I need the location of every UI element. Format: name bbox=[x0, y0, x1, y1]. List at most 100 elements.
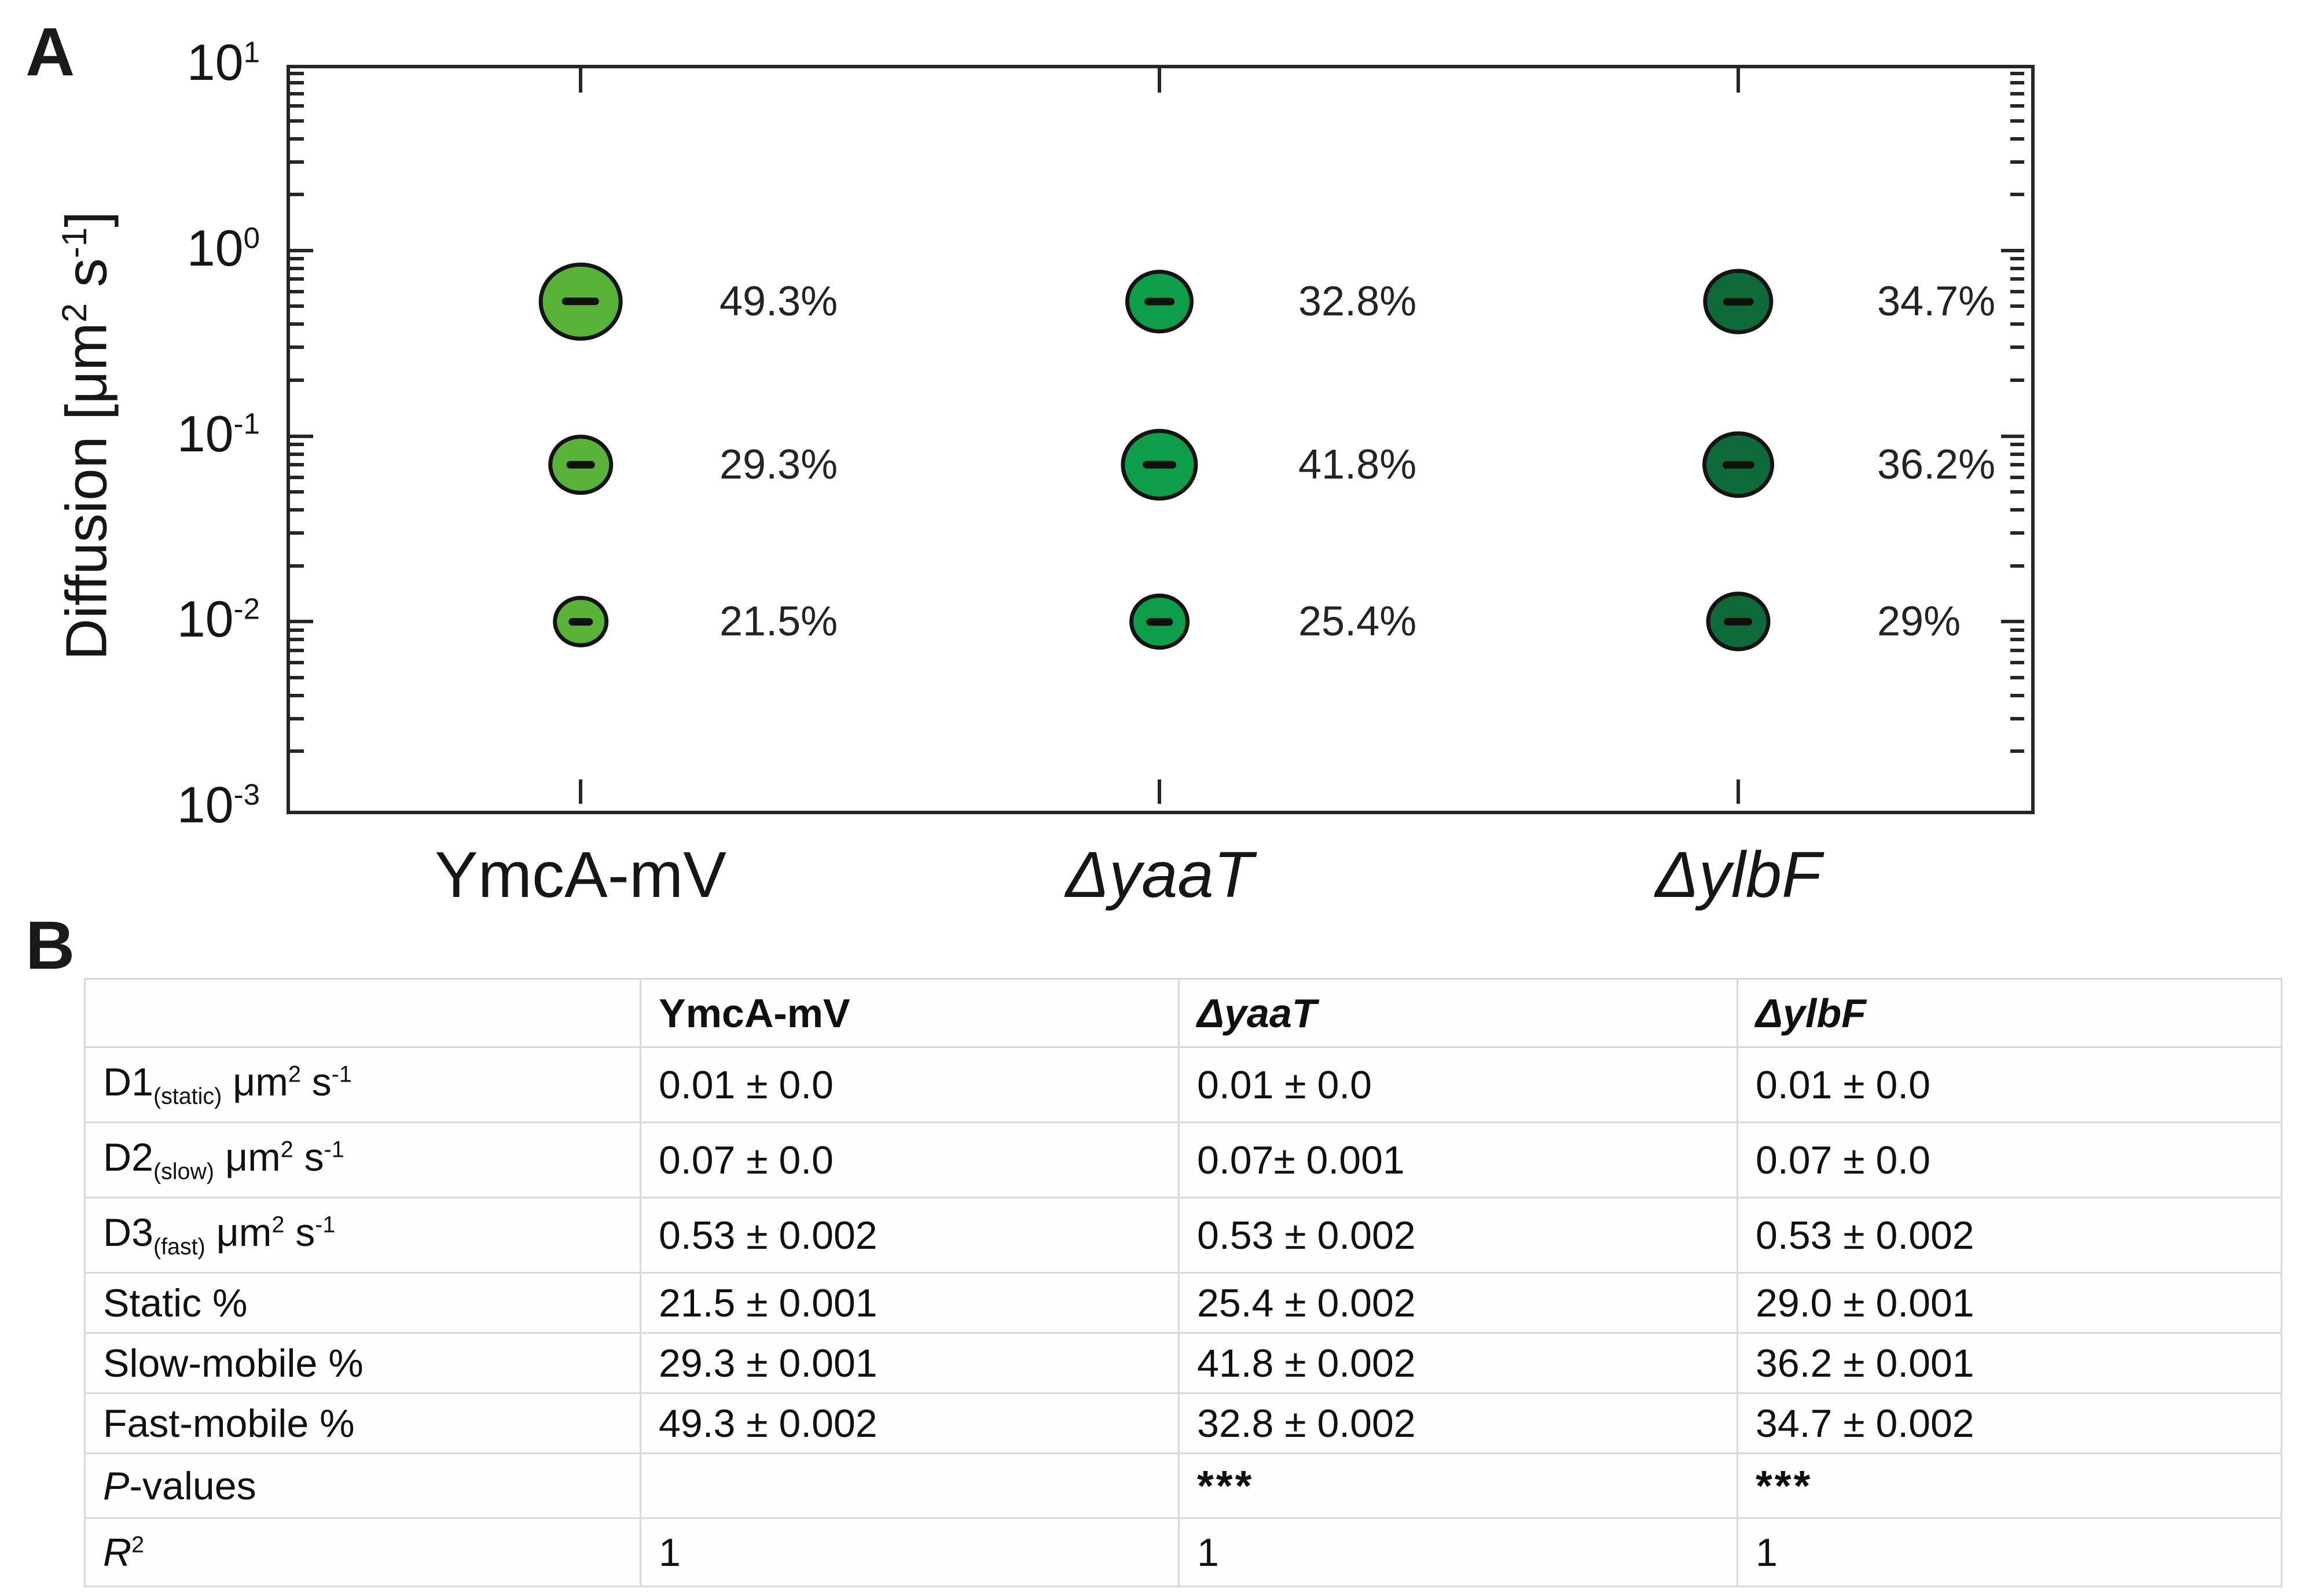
y-minor-tick-right bbox=[2010, 104, 2024, 108]
bubble-mean-dash bbox=[562, 297, 599, 306]
y-major-tick-left bbox=[290, 248, 313, 252]
panel-b-label: B bbox=[25, 907, 75, 984]
y-minor-tick-right bbox=[2010, 91, 2024, 95]
table-cell: 0.01 ± 0.0 bbox=[640, 1046, 1180, 1123]
y-major-tick-right bbox=[2001, 434, 2024, 438]
table-row: P-values *** *** bbox=[84, 1452, 2282, 1519]
percent-label: 49.3% bbox=[720, 278, 838, 325]
bubble-marker bbox=[1129, 593, 1190, 650]
table-cell: 1 bbox=[1737, 1517, 2282, 1587]
table-cell: 0.01 ± 0.0 bbox=[1737, 1046, 2282, 1123]
y-minor-tick-right bbox=[2010, 693, 2024, 697]
table-row-label: P-values bbox=[84, 1452, 641, 1519]
y-tick-label: 10-1 bbox=[177, 404, 260, 462]
table-row: Fast-mobile % 49.3 ± 0.002 32.8 ± 0.002 34.… bbox=[84, 1392, 2282, 1454]
table-row: Static % 21.5 ± 0.001 25.4 ± 0.002 29.0 ± 0… bbox=[84, 1272, 2282, 1334]
table-cell: 0.07 ± 0.0 bbox=[1737, 1121, 2282, 1198]
table-row-label: R2 bbox=[84, 1517, 641, 1587]
table-row: R2 1 1 1 bbox=[84, 1517, 2282, 1587]
y-minor-tick-left bbox=[290, 257, 304, 261]
y-minor-tick-right bbox=[2010, 490, 2024, 494]
y-minor-tick-right bbox=[2010, 304, 2024, 308]
bubble-marker bbox=[1706, 591, 1771, 652]
table-cell: 34.7 ± 0.002 bbox=[1737, 1392, 2282, 1454]
bubble-marker bbox=[1703, 269, 1774, 334]
bubble-mean-dash bbox=[1142, 461, 1177, 469]
y-minor-tick-right bbox=[2010, 277, 2024, 281]
y-minor-tick-left bbox=[290, 378, 304, 382]
plot-frame bbox=[287, 65, 2035, 814]
y-minor-tick-right bbox=[2010, 443, 2024, 447]
y-minor-tick-left bbox=[290, 716, 304, 720]
y-minor-tick-right bbox=[2010, 463, 2024, 467]
bubble-marker bbox=[538, 262, 623, 341]
table-cell: 25.4 ± 0.002 bbox=[1178, 1272, 1738, 1334]
y-minor-tick-right bbox=[2010, 137, 2024, 141]
table-cell: 0.53 ± 0.002 bbox=[1178, 1197, 1738, 1274]
bubble-marker bbox=[1121, 429, 1198, 501]
y-tick-label: 100 bbox=[186, 219, 260, 277]
bubble-marker bbox=[548, 435, 613, 495]
y-minor-tick-right bbox=[2010, 119, 2024, 123]
table-row: D3(fast) μm2 s-1 0.53 ± 0.002 0.53 ± 0.002… bbox=[84, 1197, 2282, 1274]
x-category-tick-bottom bbox=[1737, 779, 1740, 804]
y-minor-tick-right bbox=[2010, 322, 2024, 326]
table-row-label: Slow-mobile % bbox=[84, 1332, 641, 1394]
y-minor-tick-left bbox=[290, 749, 304, 753]
y-minor-tick-left bbox=[290, 693, 304, 697]
table-cell: 1 bbox=[640, 1517, 1180, 1587]
y-major-tick-right bbox=[2001, 620, 2024, 624]
x-category-label: YmcA-mV bbox=[435, 839, 726, 911]
y-minor-tick-left bbox=[290, 119, 304, 123]
y-minor-tick-left bbox=[290, 322, 304, 326]
y-minor-tick-right bbox=[2010, 257, 2024, 261]
table-row-label: Static % bbox=[84, 1272, 641, 1334]
panel-a-label: A bbox=[25, 14, 75, 90]
y-minor-tick-left bbox=[290, 71, 304, 75]
y-minor-tick-right bbox=[2010, 661, 2024, 665]
results-table-wrap: YmcA-mV ΔyaaT ΔylbF D1(static) μm2 s-1 0.01 … bbox=[84, 978, 2282, 1587]
table-cell: 49.3 ± 0.002 bbox=[640, 1392, 1180, 1454]
y-minor-tick-left bbox=[290, 289, 304, 293]
table-cell: 29.0 ± 0.001 bbox=[1737, 1272, 2282, 1334]
y-minor-tick-left bbox=[290, 443, 304, 447]
y-tick-label: 10-2 bbox=[177, 590, 260, 648]
y-minor-tick-left bbox=[290, 160, 304, 164]
table-cell: 41.8 ± 0.002 bbox=[1178, 1332, 1738, 1394]
bubble-mean-dash bbox=[568, 617, 593, 626]
x-category-tick-top bbox=[1737, 68, 1740, 93]
table-cell: 21.5 ± 0.001 bbox=[640, 1272, 1180, 1334]
y-minor-tick-left bbox=[290, 531, 304, 535]
y-tick-label: 101 bbox=[186, 33, 260, 91]
x-category-label: ΔylbF bbox=[1655, 839, 1822, 911]
table-row-label: D2(slow) μm2 s-1 bbox=[84, 1121, 641, 1198]
table-row: Slow-mobile % 29.3 ± 0.001 41.8 ± 0.002 36.… bbox=[84, 1332, 2282, 1394]
table-cell: 0.07± 0.001 bbox=[1178, 1121, 1738, 1198]
y-major-tick-left bbox=[290, 620, 313, 624]
bubble-mean-dash bbox=[1722, 461, 1754, 469]
table-cell: 32.8 ± 0.002 bbox=[1178, 1392, 1738, 1454]
table-column-header bbox=[84, 978, 641, 1048]
bubble-mean-dash bbox=[566, 461, 595, 469]
y-minor-tick-left bbox=[290, 475, 304, 479]
y-minor-tick-right bbox=[2010, 648, 2024, 652]
bubble-mean-dash bbox=[1144, 297, 1174, 306]
percent-label: 34.7% bbox=[1877, 278, 1996, 325]
table-row-label: Fast-mobile % bbox=[84, 1392, 641, 1454]
y-minor-tick-right bbox=[2010, 452, 2024, 456]
y-minor-tick-right bbox=[2010, 266, 2024, 270]
table-cell: 0.53 ± 0.002 bbox=[640, 1197, 1180, 1274]
y-minor-tick-left bbox=[290, 91, 304, 95]
percent-label: 32.8% bbox=[1298, 278, 1417, 325]
y-minor-tick-left bbox=[290, 508, 304, 512]
bubble-mean-dash bbox=[1724, 617, 1753, 626]
y-minor-tick-right bbox=[2010, 749, 2024, 753]
y-minor-tick-left bbox=[290, 266, 304, 270]
results-table: YmcA-mV ΔyaaT ΔylbF D1(static) μm2 s-1 0.01 … bbox=[84, 978, 2282, 1587]
table-column-header: ΔylbF bbox=[1737, 978, 2282, 1048]
x-category-tick-top bbox=[579, 68, 582, 93]
y-minor-tick-right bbox=[2010, 716, 2024, 720]
table-row: D1(static) μm2 s-1 0.01 ± 0.0 0.01 ± 0.0 0.… bbox=[84, 1046, 2282, 1123]
bubble-marker bbox=[553, 595, 608, 648]
